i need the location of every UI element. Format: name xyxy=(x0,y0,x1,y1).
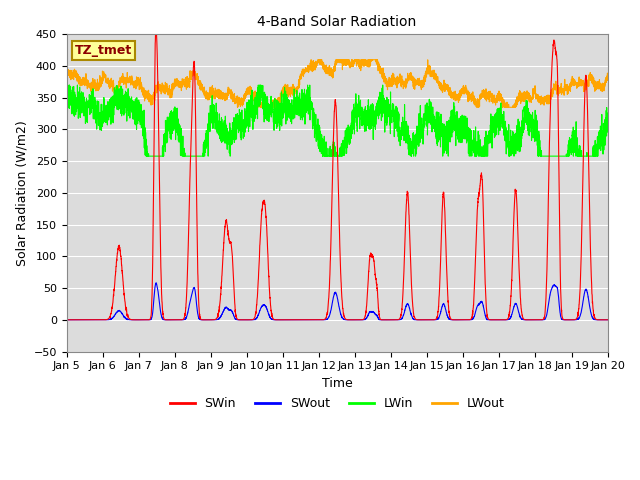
LWout xyxy=(604,77,611,83)
SWin xyxy=(63,317,70,323)
Line: SWout: SWout xyxy=(67,283,607,320)
LWout xyxy=(489,92,497,98)
LWout xyxy=(317,57,325,62)
SWin xyxy=(458,317,466,323)
LWout xyxy=(160,84,168,90)
Line: LWin: LWin xyxy=(67,85,607,156)
SWin xyxy=(604,317,611,323)
LWin xyxy=(459,125,467,131)
SWout xyxy=(63,317,70,323)
SWin xyxy=(317,317,324,323)
SWin xyxy=(603,317,611,323)
LWin xyxy=(63,86,70,92)
SWout xyxy=(160,317,168,323)
SWin xyxy=(160,316,168,322)
LWout xyxy=(459,86,467,92)
SWout xyxy=(604,317,611,323)
SWin xyxy=(429,317,436,323)
LWin xyxy=(142,153,150,159)
LWin xyxy=(604,127,611,133)
LWin xyxy=(65,82,73,88)
X-axis label: Time: Time xyxy=(322,377,353,390)
LWout xyxy=(604,74,611,80)
SWout xyxy=(429,317,436,323)
LWout xyxy=(63,70,70,75)
Text: TZ_tmet: TZ_tmet xyxy=(75,44,132,57)
LWout xyxy=(234,105,241,110)
SWout xyxy=(458,317,466,323)
LWin xyxy=(317,139,325,144)
LWin xyxy=(604,127,611,133)
LWin xyxy=(429,124,436,130)
Legend: SWin, SWout, LWin, LWout: SWin, SWout, LWin, LWout xyxy=(164,392,509,415)
SWout xyxy=(483,317,491,323)
SWout xyxy=(604,317,611,323)
SWout xyxy=(489,317,497,323)
SWin xyxy=(489,317,497,323)
SWin xyxy=(152,24,160,30)
Line: LWout: LWout xyxy=(67,60,607,108)
Y-axis label: Solar Radiation (W/m2): Solar Radiation (W/m2) xyxy=(15,120,28,266)
LWout xyxy=(307,57,315,62)
Title: 4-Band Solar Radiation: 4-Band Solar Radiation xyxy=(257,15,417,29)
LWin xyxy=(160,142,168,148)
LWin xyxy=(489,124,497,130)
Line: SWin: SWin xyxy=(67,27,607,320)
LWout xyxy=(429,73,436,79)
SWout xyxy=(317,317,324,323)
SWout xyxy=(152,280,160,286)
